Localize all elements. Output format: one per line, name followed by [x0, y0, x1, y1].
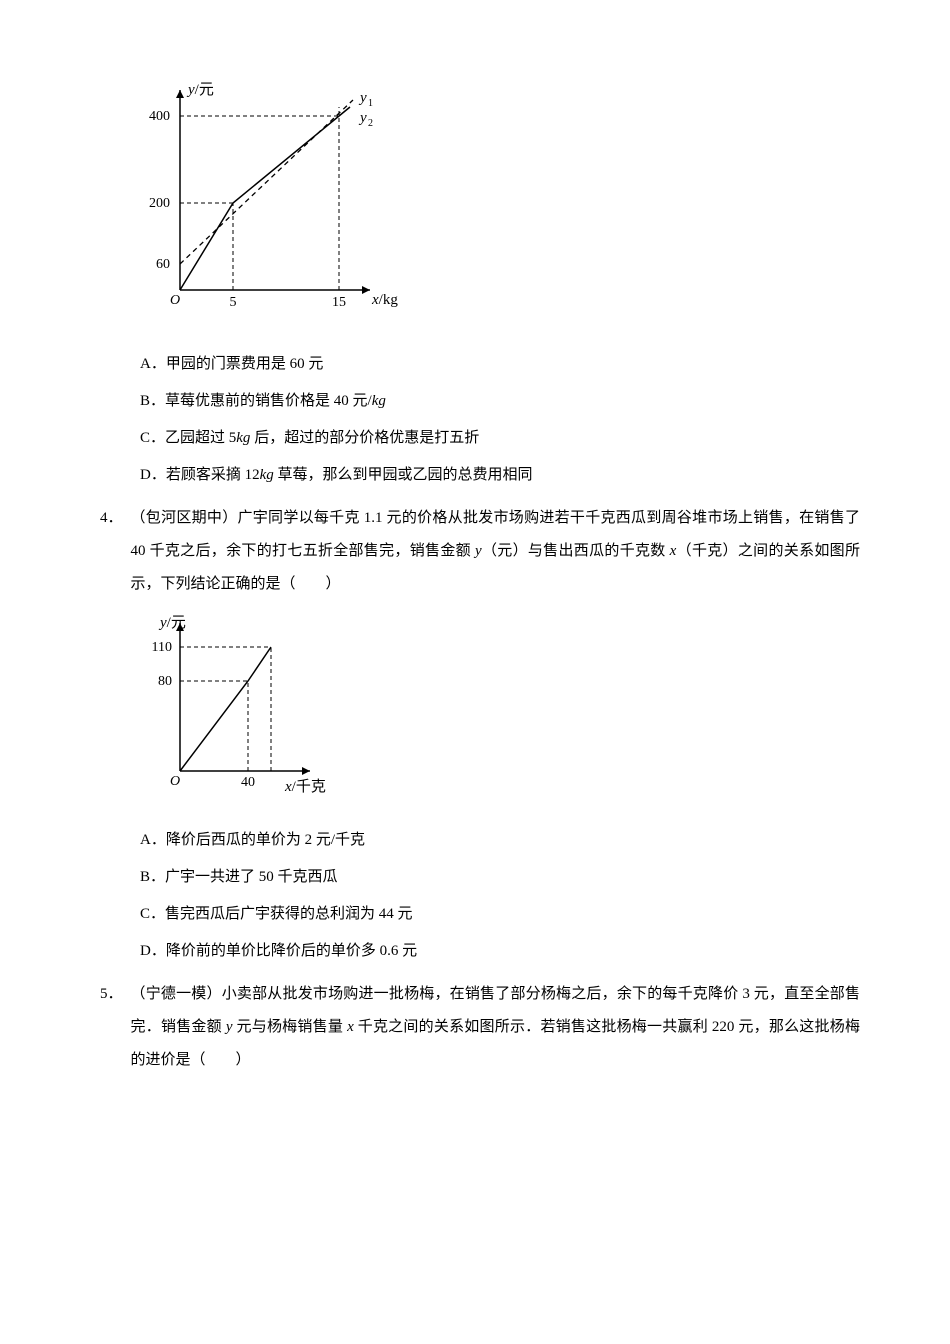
chart-svg: 60 200 400 5 15 O y 1 y 2 y/元 x/kg	[140, 80, 400, 320]
svg-text:15: 15	[332, 295, 346, 310]
svg-text:110: 110	[152, 640, 172, 655]
q5-number: 5．	[100, 978, 123, 1077]
q4-option-d: D．降价前的单价比降价后的单价多 0.6 元	[140, 935, 860, 968]
svg-text:80: 80	[158, 674, 172, 689]
q3-option-c: C．乙园超过 5kg 后，超过的部分价格优惠是打五折	[140, 422, 860, 455]
svg-text:40: 40	[241, 775, 255, 790]
q4-text: （包河区期中）广宇同学以每千克 1.1 元的价格从批发市场购进若干千克西瓜到周谷…	[131, 502, 860, 601]
svg-text:y/元: y/元	[158, 615, 186, 631]
chart2-svg: 80 110 40 O y/元 x/千克	[140, 611, 340, 796]
svg-text:O: O	[170, 774, 180, 789]
svg-text:200: 200	[149, 196, 170, 211]
svg-text:60: 60	[156, 257, 170, 272]
q4-option-b: B．广宇一共进了 50 千克西瓜	[140, 861, 860, 894]
svg-text:y: y	[358, 90, 367, 106]
svg-text:y/元: y/元	[186, 82, 214, 98]
svg-text:2: 2	[368, 118, 373, 129]
svg-text:5: 5	[230, 295, 237, 310]
q4-options: A．降价后西瓜的单价为 2 元/千克 B．广宇一共进了 50 千克西瓜 C．售完…	[140, 824, 860, 968]
q4-option-a: A．降价后西瓜的单价为 2 元/千克	[140, 824, 860, 857]
question-4: 4． （包河区期中）广宇同学以每千克 1.1 元的价格从批发市场购进若干千克西瓜…	[100, 502, 860, 601]
svg-text:x/kg: x/kg	[371, 292, 398, 308]
q3-option-a: A．甲园的门票费用是 60 元	[140, 348, 860, 381]
q4-number: 4．	[100, 502, 123, 601]
q3-options: A．甲园的门票费用是 60 元 B．草莓优惠前的销售价格是 40 元/kg C．…	[140, 348, 860, 492]
svg-text:y: y	[358, 110, 367, 126]
chart-q4: 80 110 40 O y/元 x/千克	[140, 611, 860, 809]
svg-text:1: 1	[368, 98, 373, 109]
q3-option-b: B．草莓优惠前的销售价格是 40 元/kg	[140, 385, 860, 418]
q3-option-d: D．若顾客采摘 12kg 草莓，那么到甲园或乙园的总费用相同	[140, 459, 860, 492]
chart-q3: 60 200 400 5 15 O y 1 y 2 y/元 x/kg	[140, 80, 860, 333]
svg-text:O: O	[170, 293, 180, 308]
svg-text:x/千克: x/千克	[284, 778, 326, 795]
q4-option-c: C．售完西瓜后广宇获得的总利润为 44 元	[140, 898, 860, 931]
svg-text:400: 400	[149, 109, 170, 124]
q5-text: （宁德一模）小卖部从批发市场购进一批杨梅，在销售了部分杨梅之后，余下的每千克降价…	[131, 978, 860, 1077]
question-5: 5． （宁德一模）小卖部从批发市场购进一批杨梅，在销售了部分杨梅之后，余下的每千…	[100, 978, 860, 1077]
